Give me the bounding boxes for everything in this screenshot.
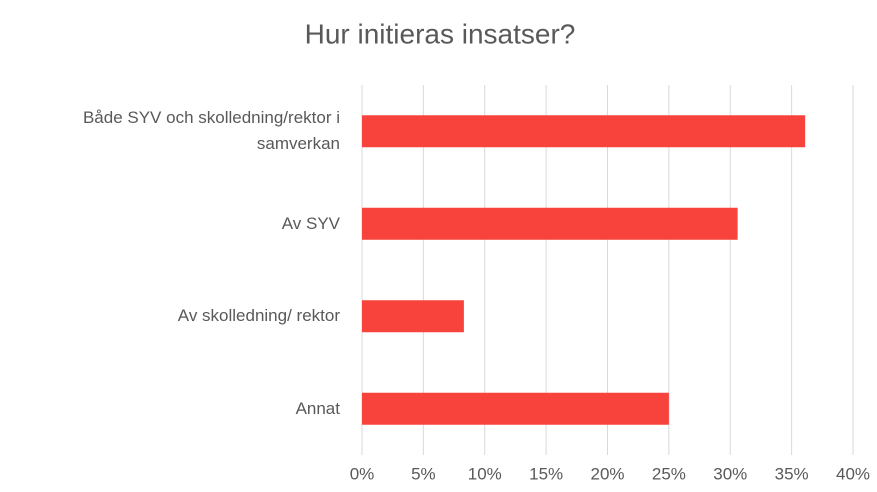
y-tick-label: Både SYV och skolledning/rektor i samver… [82,108,340,154]
category-label-box: Av SYV [281,213,340,233]
category-label-box: Av skolledning/ rektor [177,306,340,326]
y-tick-label: Av skolledning/ rektor [177,306,340,326]
bar [362,300,464,333]
x-tick-label: 15% [529,464,563,483]
bar [362,392,669,425]
x-tick-label: 10% [468,464,502,483]
category-label-box: Annat [295,398,340,418]
x-tick-label: 35% [775,464,809,483]
x-tick-label: 25% [652,464,686,483]
x-tick-label: 30% [713,464,747,483]
x-tick-label: 0% [350,464,375,483]
bar [362,115,806,148]
x-tick-label: 20% [590,464,624,483]
y-tick-label: Av SYV [281,213,340,233]
chart-title: Hur initieras insatser? [305,18,576,49]
y-tick-label: Annat [295,398,340,418]
x-tick-label: 40% [836,464,870,483]
bar [362,207,738,240]
x-tick-label: 5% [411,464,436,483]
category-label-box: Både SYV och skolledning/rektor i samver… [82,108,340,154]
